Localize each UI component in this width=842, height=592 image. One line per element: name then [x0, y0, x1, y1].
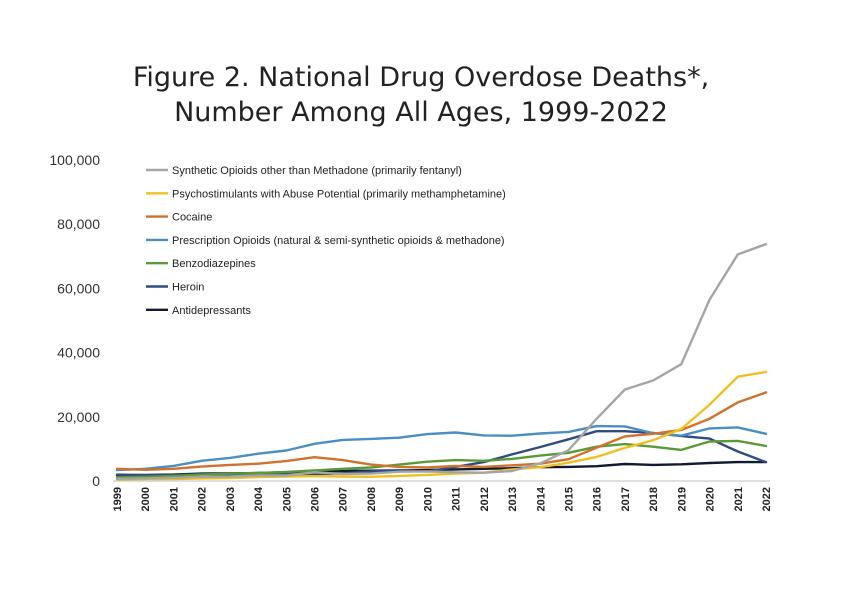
series-line-benzodiazepines: [115, 439, 768, 479]
x-tick-label: 2022: [761, 487, 773, 511]
x-tick-label: 2002: [197, 487, 209, 511]
y-tick-label: 60,000: [57, 280, 100, 296]
x-tick-label: 2005: [281, 487, 293, 511]
x-tick-label: 2014: [535, 486, 547, 511]
legend-label: Heroin: [172, 282, 204, 294]
x-tick-label: 2003: [225, 487, 237, 511]
x-tick-label: 1999: [112, 487, 124, 511]
legend-label: Psychostimulants with Abuse Potential (p…: [172, 188, 506, 200]
x-tick-label: 2008: [366, 487, 378, 511]
chart-title-line2: Number Among All Ages, 1999-2022: [174, 97, 668, 128]
x-tick-label: 2021: [733, 487, 745, 511]
plot-area: [115, 242, 768, 481]
x-axis: 1999 2000 2001 2002 2003 2004 2005 2006 2007 2008…: [112, 480, 773, 511]
series-line-synthetic-opioids-other-than-methadone-p: [115, 242, 768, 480]
series-line-cocaine: [115, 391, 768, 471]
x-tick-label: 2013: [507, 487, 519, 511]
y-tick-label: 100,000: [49, 152, 100, 168]
y-tick-label: 20,000: [57, 409, 100, 425]
x-tick-label: 2000: [140, 487, 152, 511]
legend-label: Prescription Opioids (natural & semi-syn…: [172, 235, 505, 247]
y-tick-label: 40,000: [57, 345, 100, 361]
x-tick-label: 2016: [592, 487, 604, 511]
x-tick-label: 2004: [253, 486, 265, 511]
x-tick-label: 2015: [563, 487, 575, 511]
x-tick-label: 2006: [310, 487, 322, 511]
chart-title: Figure 2. National Drug Overdose Deaths*…: [0, 60, 842, 130]
legend-label: Antidepressants: [172, 305, 251, 317]
x-tick-label: 2017: [620, 487, 632, 511]
legend-label: Cocaine: [172, 212, 212, 224]
legend-label: Benzodiazepines: [172, 258, 256, 270]
legend-label: Synthetic Opioids other than Methadone (…: [172, 165, 462, 177]
chart-title-line1: Figure 2. National Drug Overdose Deaths*…: [132, 62, 710, 93]
x-tick-label: 2020: [705, 487, 717, 511]
x-tick-label: 2018: [648, 487, 660, 511]
y-tick-label: 0: [92, 473, 100, 489]
y-tick-label: 80,000: [57, 216, 100, 232]
series-line-heroin: [115, 430, 768, 477]
x-tick-label: 2012: [479, 487, 491, 511]
y-axis: 0 20,000 40,000 60,000 80,000 100,000: [49, 152, 100, 489]
x-tick-label: 2007: [338, 487, 350, 511]
x-tick-label: 2009: [394, 487, 406, 511]
legend: Synthetic Opioids other than Methadone (…: [146, 165, 506, 317]
x-tick-label: 2019: [676, 487, 688, 511]
series-line-psychostimulants-with-abuse-potential-pr: [115, 370, 768, 481]
x-tick-label: 2011: [451, 487, 463, 511]
x-tick-label: 2001: [168, 487, 180, 511]
x-tick-label: 2010: [422, 487, 434, 511]
